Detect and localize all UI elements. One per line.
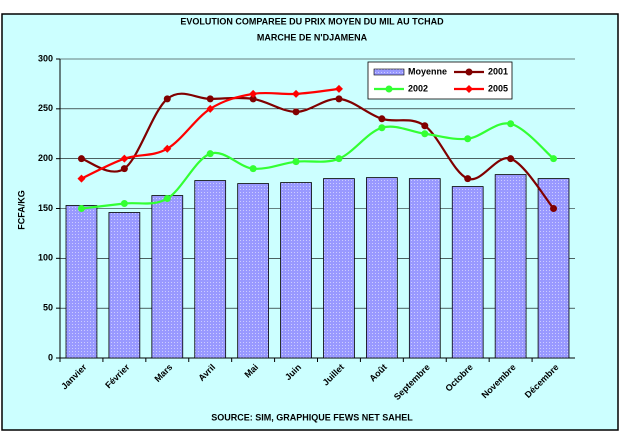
line-marker xyxy=(206,150,214,158)
line-marker xyxy=(550,155,558,163)
line-marker xyxy=(292,89,301,98)
line-marker xyxy=(249,165,257,173)
bar xyxy=(408,178,441,359)
legend-box xyxy=(367,61,513,100)
bar xyxy=(366,177,398,359)
line-marker xyxy=(120,154,129,163)
source-note: SOURCE: SIM, GRAPHIQUE FEWS NET SAHEL xyxy=(211,412,413,422)
legend-label: Moyenne xyxy=(408,66,447,76)
bar xyxy=(194,180,227,359)
legend-label: 2002 xyxy=(408,83,428,93)
bar xyxy=(280,182,312,359)
line-marker xyxy=(550,205,558,212)
y-tick-label: 50 xyxy=(43,303,53,313)
line-marker xyxy=(464,135,472,143)
line-marker xyxy=(464,175,472,183)
y-tick-label: 150 xyxy=(38,203,53,213)
line-marker xyxy=(163,95,171,103)
line-marker xyxy=(507,155,515,163)
bar xyxy=(151,195,184,359)
line-marker xyxy=(335,155,343,163)
y-tick-label: 250 xyxy=(38,103,53,113)
line-marker xyxy=(120,165,128,173)
line xyxy=(81,92,555,210)
line-marker xyxy=(77,174,86,183)
line-marker xyxy=(335,95,343,103)
line-marker xyxy=(206,104,215,113)
legend-marker xyxy=(465,85,473,93)
line-marker xyxy=(206,95,214,103)
line-marker xyxy=(292,108,300,116)
bar xyxy=(323,178,355,359)
line-marker xyxy=(120,200,128,208)
y-axis-label: FCFA/KG xyxy=(16,190,26,230)
bar xyxy=(237,183,269,359)
line-marker xyxy=(421,122,429,130)
line-marker xyxy=(163,195,171,203)
line-marker xyxy=(292,158,300,166)
bar xyxy=(451,186,484,359)
line-marker xyxy=(249,89,258,98)
y-tick-label: 200 xyxy=(38,153,53,163)
chart-title: EVOLUTION COMPAREE DU PRIX MOYEN DU MIL … xyxy=(180,16,444,26)
line-marker xyxy=(507,120,515,128)
legend-label: 2001 xyxy=(488,66,508,76)
y-tick-label: 300 xyxy=(38,53,53,63)
y-tick-label: 100 xyxy=(38,253,53,263)
bar xyxy=(65,205,98,359)
legend-marker xyxy=(465,68,473,76)
line-marker xyxy=(77,155,85,163)
line-marker xyxy=(77,205,85,212)
bar xyxy=(108,212,141,359)
legend-label: 2005 xyxy=(488,83,508,93)
bar xyxy=(494,174,527,359)
line-marker xyxy=(378,115,386,123)
line-marker xyxy=(163,144,172,153)
line-marker xyxy=(378,124,386,132)
legend-marker xyxy=(385,85,393,93)
y-tick-label: 0 xyxy=(48,352,53,362)
line-marker xyxy=(249,95,257,103)
line-marker xyxy=(334,84,343,93)
legend-swatch xyxy=(373,68,405,76)
line-marker xyxy=(421,130,429,138)
chart-subtitle: MARCHE DE N'DJAMENA xyxy=(257,32,368,42)
